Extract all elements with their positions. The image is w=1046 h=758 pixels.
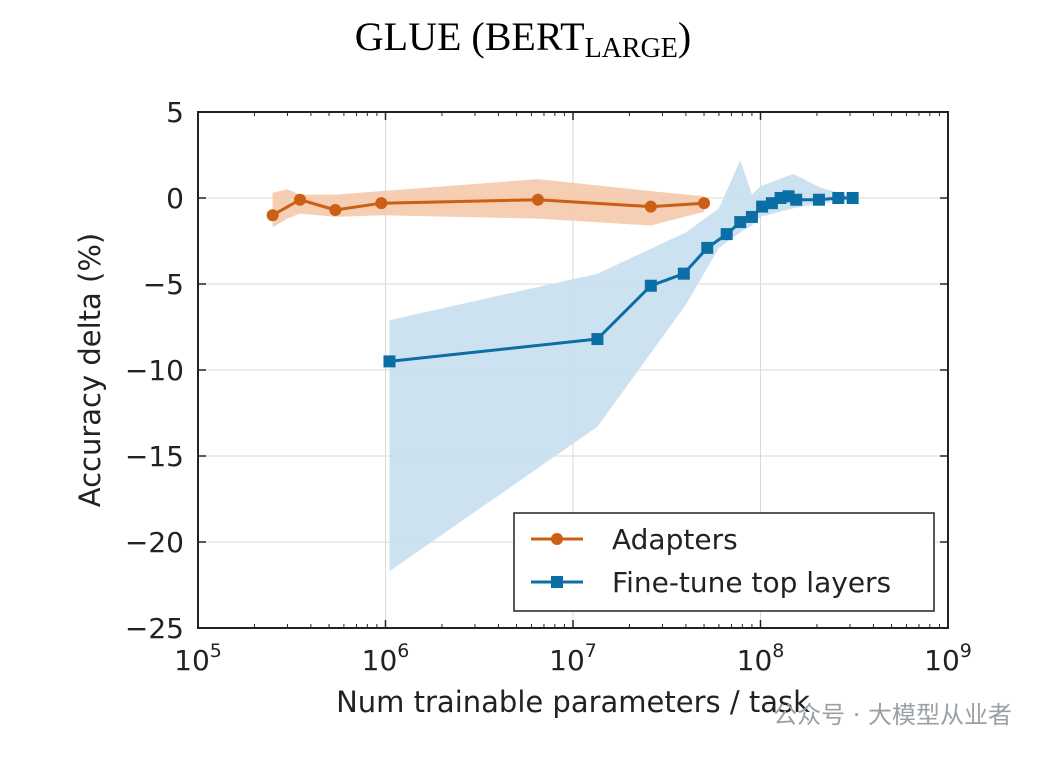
- y-tick-label: −25: [125, 612, 184, 645]
- point-fine-tune: [846, 192, 859, 204]
- legend-box: [513, 512, 935, 612]
- x-tick-label: 107: [549, 640, 597, 677]
- y-tick-label: 5: [166, 96, 184, 129]
- legend: Adapters Fine-tune top layers: [513, 512, 935, 612]
- x-tick-label: 106: [362, 640, 410, 677]
- legend-label-fine-tune: Fine-tune top layers: [612, 566, 891, 599]
- point-fine-tune: [591, 333, 604, 346]
- band-fine-tune: [389, 160, 853, 572]
- legend-label-adapters: Adapters: [612, 523, 738, 556]
- point-fine-tune: [383, 355, 396, 368]
- legend-marker-fine-tune: [551, 576, 563, 588]
- axis-ticks: [197, 111, 949, 629]
- confidence-bands: [272, 160, 853, 572]
- point-fine-tune: [790, 193, 803, 206]
- point-adapters: [698, 197, 711, 210]
- y-tick-label: −15: [125, 440, 184, 473]
- point-adapters: [329, 204, 342, 217]
- series-markers: [266, 190, 859, 368]
- point-fine-tune: [832, 192, 845, 204]
- point-fine-tune: [644, 279, 657, 292]
- point-fine-tune: [701, 241, 714, 254]
- watermark: 公众号 · 大模型从业者: [773, 701, 1012, 729]
- point-adapters: [375, 197, 388, 210]
- x-tick-label: 108: [737, 640, 785, 677]
- y-axis-label: Accuracy delta (%): [73, 233, 107, 507]
- point-fine-tune: [677, 267, 690, 280]
- point-adapters: [294, 193, 307, 206]
- y-tick-label: −5: [143, 268, 184, 301]
- legend-marker-adapters: [551, 533, 563, 545]
- point-fine-tune: [745, 210, 758, 223]
- y-tick-label: 0: [166, 182, 184, 215]
- x-tick-labels: 105 106 107 108 109: [174, 640, 972, 677]
- band-adapters: [272, 179, 705, 228]
- y-tick-label: −20: [125, 526, 184, 559]
- point-fine-tune: [720, 228, 733, 241]
- x-tick-label: 109: [924, 640, 972, 677]
- point-fine-tune: [734, 216, 747, 229]
- y-tick-label: −10: [125, 354, 184, 387]
- x-axis-label: Num trainable parameters / task: [336, 685, 810, 719]
- point-adapters: [644, 200, 657, 213]
- point-fine-tune: [812, 193, 825, 206]
- x-tick-label: 105: [174, 640, 222, 677]
- y-tick-labels: 5 0 −5 −10 −15 −20 −25: [125, 96, 184, 645]
- point-adapters: [266, 209, 279, 222]
- point-adapters: [531, 193, 544, 206]
- chart-title: GLUE (BERTLARGE): [355, 14, 691, 64]
- point-fine-tune: [756, 200, 769, 213]
